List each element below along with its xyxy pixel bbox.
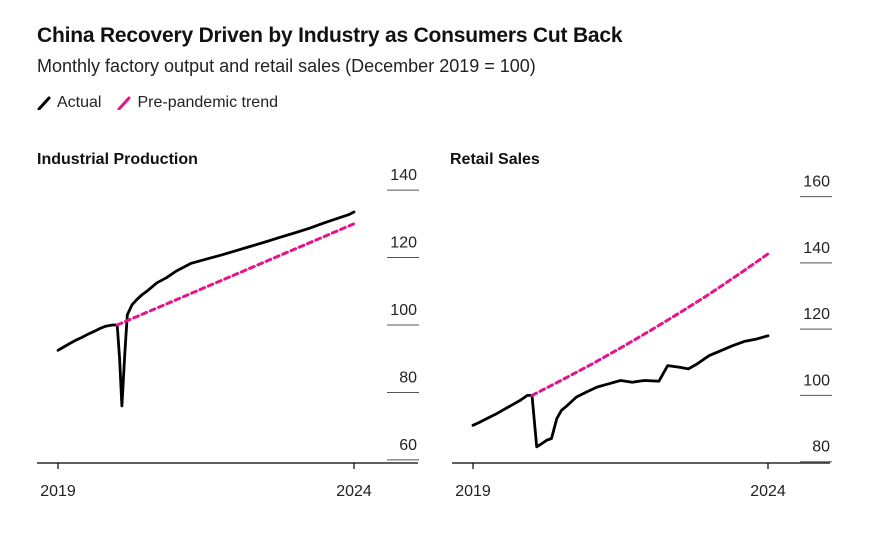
chart-title: China Recovery Driven by Industry as Con… <box>37 24 623 47</box>
series-line-pre-pandemic-trend <box>115 222 356 327</box>
legend-item-trend: Pre-pandemic trend <box>117 94 278 112</box>
x-tick-label: 2024 <box>750 483 786 500</box>
legend-label-trend: Pre-pandemic trend <box>137 94 278 111</box>
y-tick-label: 100 <box>390 302 417 319</box>
y-tick-label: 120 <box>803 306 830 323</box>
panel-title: Industrial Production <box>37 151 198 168</box>
series-line-actual <box>56 210 356 408</box>
legend-item-actual: Actual <box>37 94 101 112</box>
y-tick-label: 140 <box>390 167 417 184</box>
y-tick-label: 80 <box>812 439 830 456</box>
chart-panel-industrial-production: Industrial Production 60 80 100 120 140 2019 20… <box>37 151 419 500</box>
x-tick-label: 2024 <box>336 483 372 500</box>
y-tick-label: 60 <box>399 437 417 454</box>
chart-panel-retail-sales: Retail Sales 80 100 120 140 160 2019 2024 <box>450 151 832 500</box>
legend-label-actual: Actual <box>57 94 102 111</box>
series-line-actual <box>471 334 770 449</box>
series-line-pre-pandemic-trend <box>530 252 770 397</box>
y-tick-label: 80 <box>399 369 417 386</box>
y-tick-label: 120 <box>390 235 417 252</box>
panel-title: Retail Sales <box>450 151 540 168</box>
x-tick-label: 2019 <box>40 483 76 500</box>
dashed-slash-icon <box>117 96 131 110</box>
y-tick-label: 100 <box>803 372 830 389</box>
x-tick-label: 2019 <box>455 483 491 500</box>
legend: Actual Pre-pandemic trend <box>37 94 294 112</box>
chart-subtitle: Monthly factory output and retail sales … <box>37 56 536 76</box>
y-tick-label: 140 <box>803 240 830 257</box>
y-tick-label: 160 <box>803 174 830 191</box>
solid-slash-icon <box>37 96 51 110</box>
